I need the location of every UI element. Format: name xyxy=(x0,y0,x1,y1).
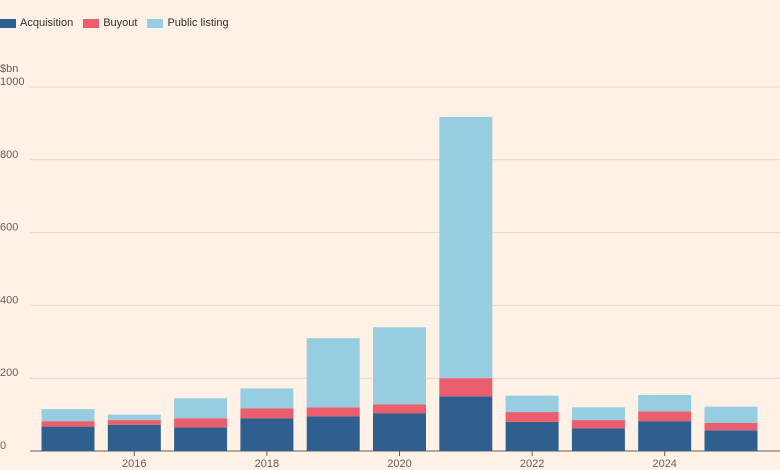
bar-segment-public-listing-2023 xyxy=(571,407,625,421)
x-tick-label: 2020 xyxy=(387,458,411,470)
bar-segment-public-listing-2025 xyxy=(704,406,758,423)
bar-segment-acquisition-2016 xyxy=(107,424,161,451)
legend-item-buyout: Buyout xyxy=(83,17,137,29)
bars xyxy=(41,116,758,451)
bar-segment-buyout-2025 xyxy=(704,422,758,431)
x-tick-labels: 2016 2018 2020 2022 2024 xyxy=(122,451,677,470)
bar-segment-acquisition-2025 xyxy=(704,430,758,451)
bar-segment-public-listing-2015 xyxy=(41,409,95,422)
legend-swatch-buyout xyxy=(83,18,100,28)
bar-segment-public-listing-2017 xyxy=(174,398,228,419)
legend-swatch-acquisition xyxy=(0,18,16,28)
x-tick-label: 2022 xyxy=(520,458,544,470)
bar-segment-buyout-2019 xyxy=(306,407,360,417)
bar-segment-acquisition-2023 xyxy=(571,428,625,451)
x-tick-label: 2016 xyxy=(122,458,146,470)
bar-segment-acquisition-2015 xyxy=(41,426,95,451)
y-tick-label: 800 xyxy=(0,149,18,161)
bar-segment-buyout-2016 xyxy=(107,420,161,425)
y-tick-label: 400 xyxy=(0,294,18,306)
bar-segment-public-listing-2020 xyxy=(373,327,426,405)
bar-segment-buyout-2023 xyxy=(571,420,625,429)
y-axis-unit: $bn xyxy=(0,63,18,75)
bar-segment-public-listing-2019 xyxy=(306,338,360,408)
y-tick-label: 600 xyxy=(0,222,18,234)
bar-segment-buyout-2022 xyxy=(505,412,559,422)
bar-segment-buyout-2024 xyxy=(638,411,692,422)
legend-label-public-listing: Public listing xyxy=(167,17,229,29)
bar-segment-buyout-2018 xyxy=(240,408,294,419)
bar-segment-public-listing-2024 xyxy=(638,394,692,412)
legend-item-acquisition: Acquisition xyxy=(0,17,73,29)
y-tick-label: 0 xyxy=(0,440,6,452)
bar-segment-acquisition-2021 xyxy=(439,396,493,451)
legend-label-buyout: Buyout xyxy=(103,17,138,29)
y-tick-label: 200 xyxy=(0,367,18,379)
bar-segment-acquisition-2022 xyxy=(505,421,559,451)
bar-segment-acquisition-2019 xyxy=(306,416,360,451)
legend-label-acquisition: Acquisition xyxy=(20,17,74,29)
bar-segment-buyout-2021 xyxy=(439,378,493,397)
legend-item-public-listing: Public listing xyxy=(147,17,229,29)
y-tick-labels: 0 200 400 600 800 1000 xyxy=(0,76,24,452)
bar-segment-public-listing-2022 xyxy=(505,395,559,413)
bar-segment-acquisition-2017 xyxy=(174,427,228,451)
x-tick-label: 2018 xyxy=(255,458,279,470)
bar-segment-buyout-2015 xyxy=(41,421,95,427)
bar-segment-acquisition-2024 xyxy=(638,421,692,451)
bar-segment-buyout-2017 xyxy=(174,418,228,428)
bar-segment-public-listing-2021 xyxy=(439,116,493,379)
bar-segment-public-listing-2018 xyxy=(240,388,294,409)
bar-segment-acquisition-2018 xyxy=(240,418,294,451)
bar-segment-acquisition-2020 xyxy=(373,413,426,451)
legend-swatch-public-listing xyxy=(147,18,164,28)
y-tick-label: 1000 xyxy=(0,76,24,88)
x-tick-label: 2024 xyxy=(652,458,676,470)
bar-segment-public-listing-2016 xyxy=(107,414,161,421)
legend: Acquisition Buyout Public listing xyxy=(0,17,229,29)
bar-segment-buyout-2020 xyxy=(373,404,426,414)
